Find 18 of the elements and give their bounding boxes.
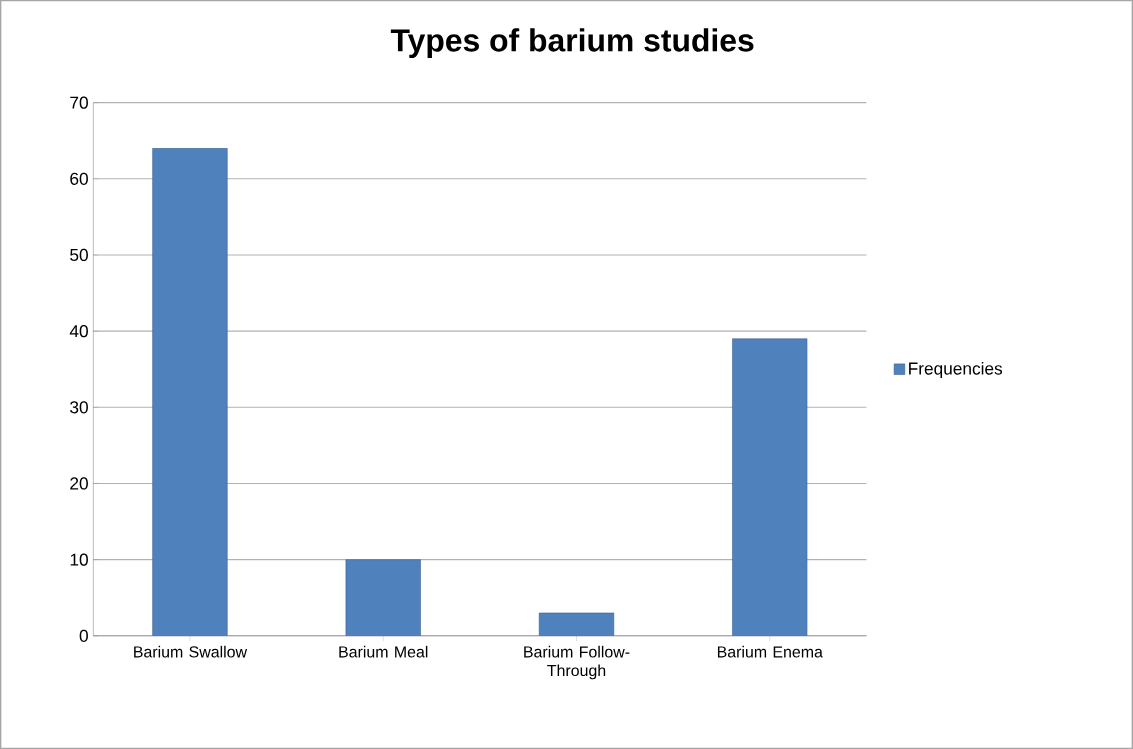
x-tick-label: Barium Follow-Through <box>524 645 630 680</box>
y-tick-label: 50 <box>70 248 88 262</box>
bar <box>732 338 808 636</box>
y-tick-label: 70 <box>70 96 88 109</box>
x-tick-label: Barium Swallow <box>134 645 248 658</box>
legend-label: Frequencies <box>909 361 1003 379</box>
bar <box>152 148 228 636</box>
chart-title: Types of barium studies <box>390 28 754 58</box>
y-tick-label: 40 <box>69 324 88 338</box>
x-tick-label: Barium Meal <box>339 645 428 658</box>
y-tick-label: 60 <box>70 172 88 185</box>
y-tick-label: 10 <box>70 553 88 566</box>
y-tick-label: 0 <box>79 629 88 642</box>
bar <box>538 612 615 636</box>
x-tick-label: Barium Enema <box>717 645 823 658</box>
y-tick-label: 20 <box>70 477 88 490</box>
bar <box>345 559 421 636</box>
y-tick-label: 30 <box>70 401 88 414</box>
